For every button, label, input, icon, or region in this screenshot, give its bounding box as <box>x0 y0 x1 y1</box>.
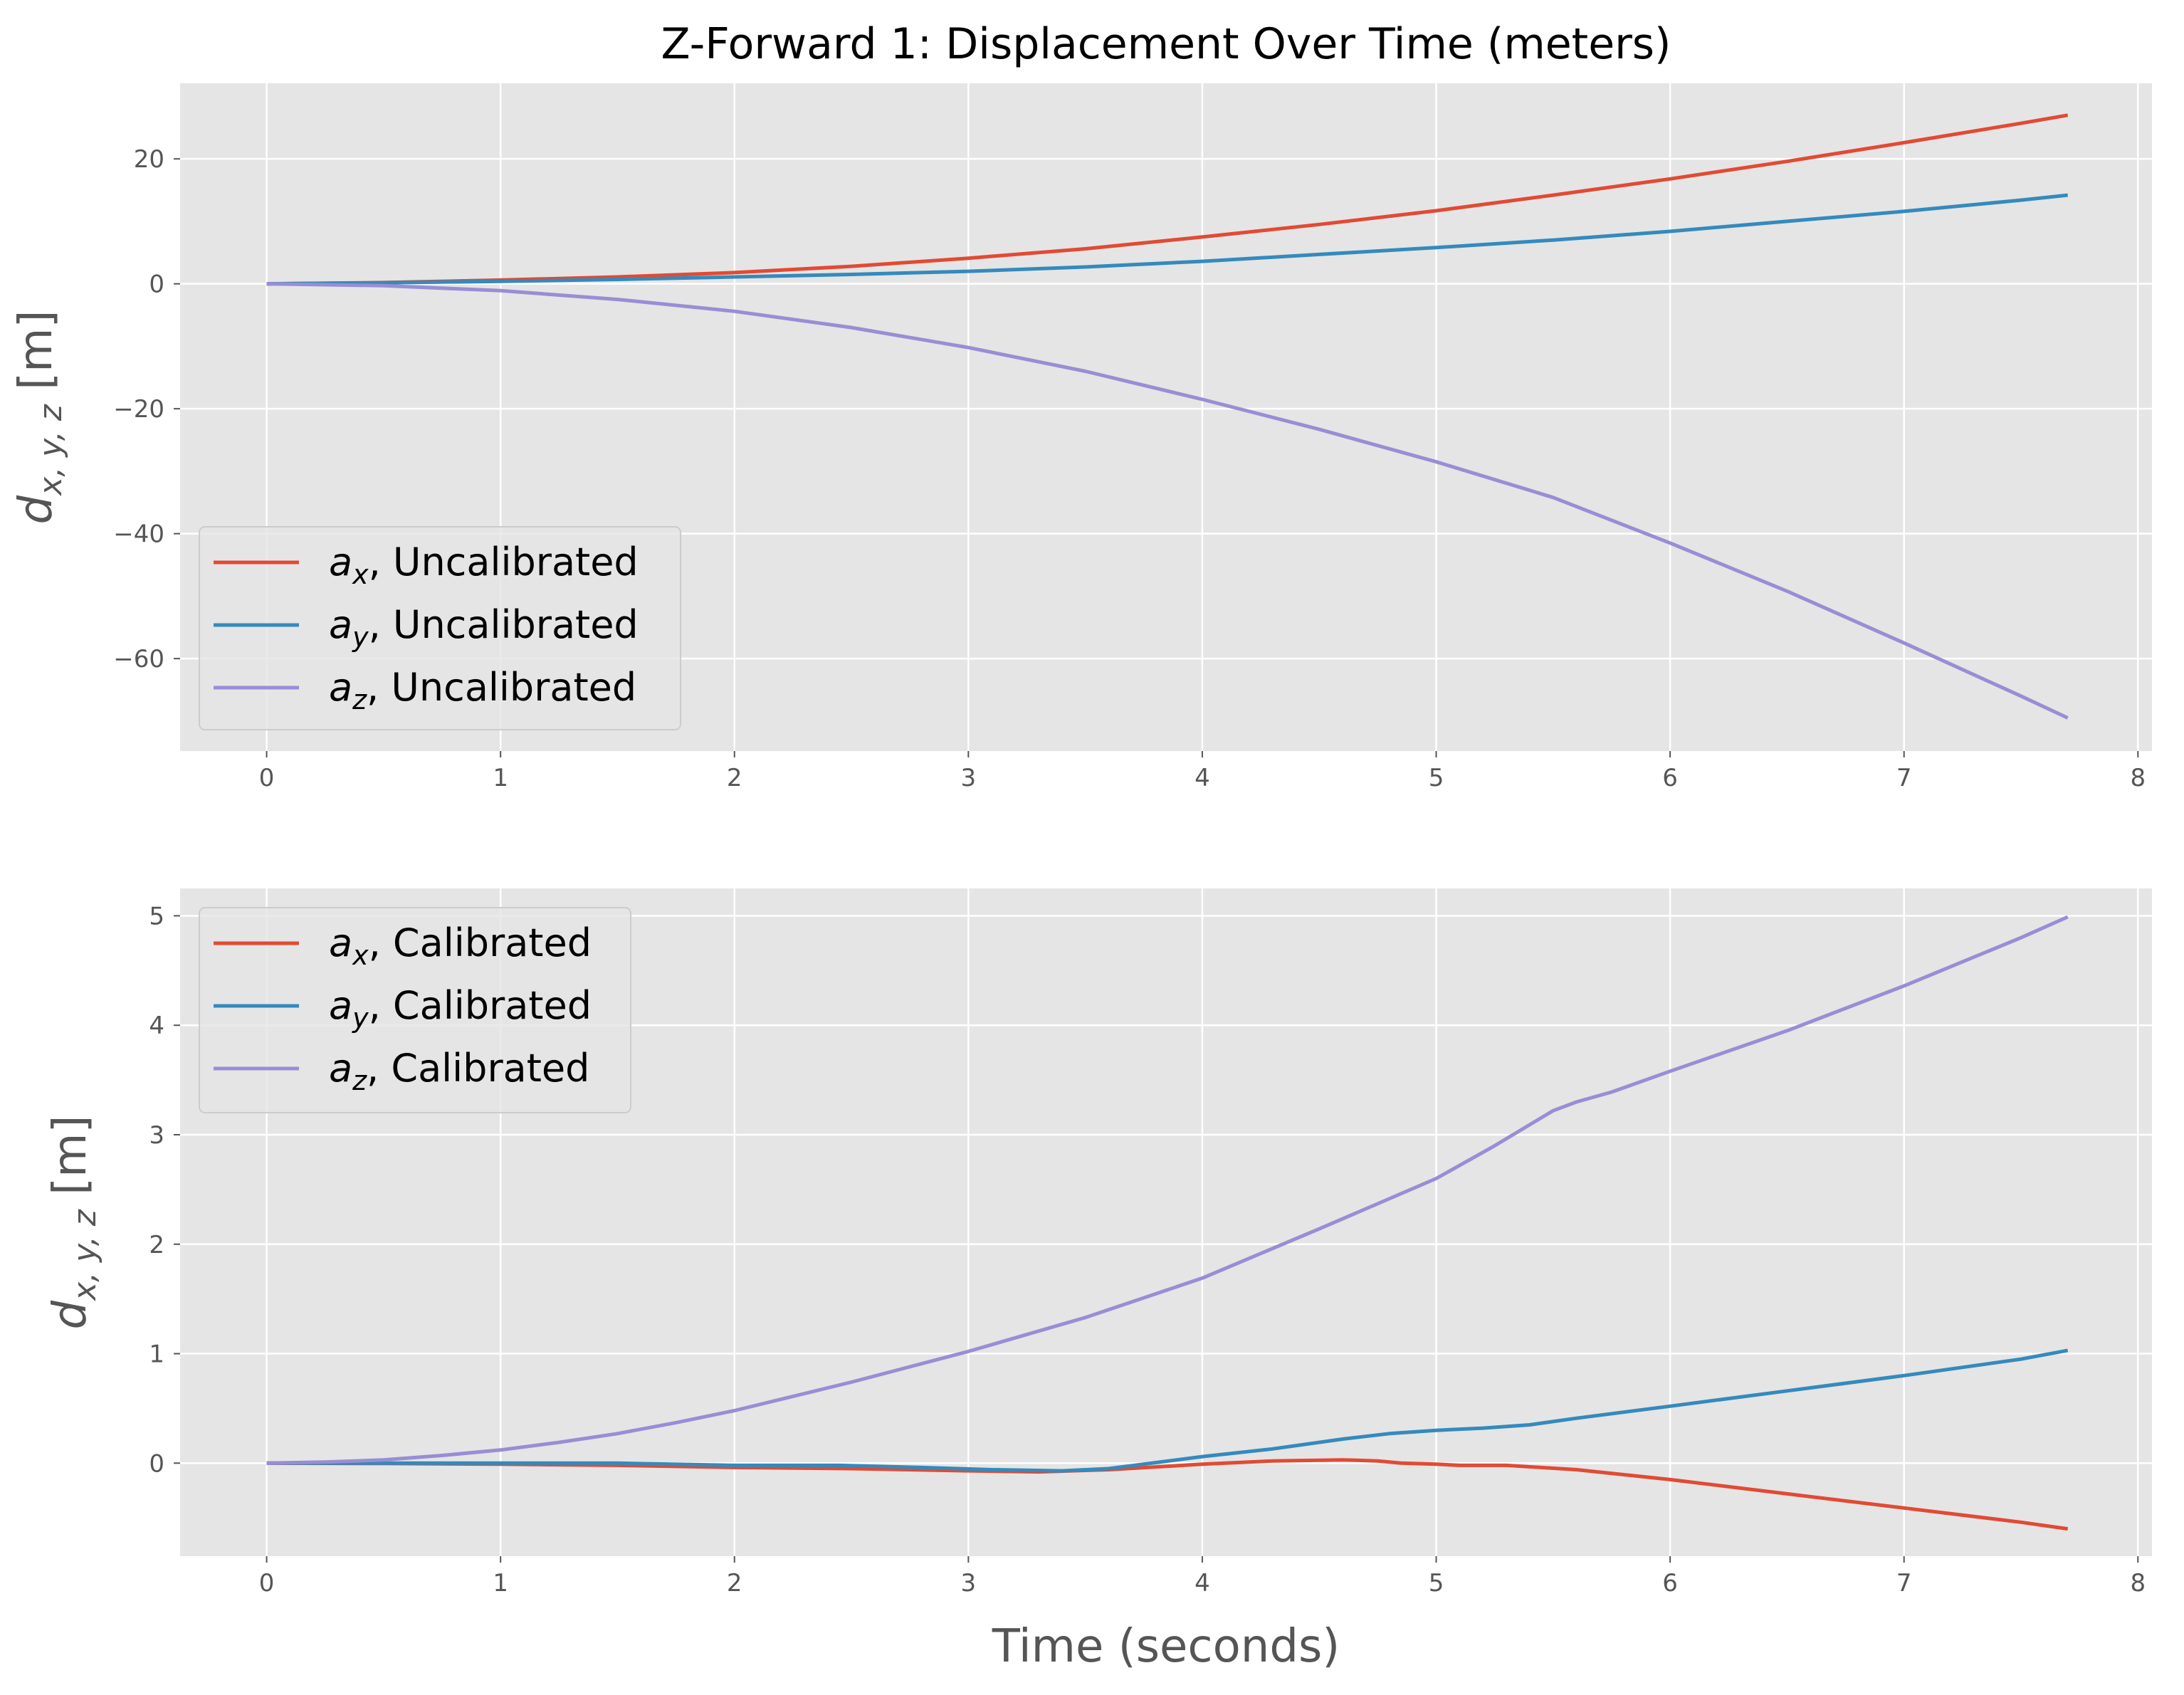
y-tick-label: −20 <box>113 395 164 424</box>
legend: ax, Calibrated ay, Calibrated az, Calibrat… <box>199 907 631 1113</box>
series-line-ay-calibrated <box>266 1348 2069 1473</box>
y-tick-label: −40 <box>113 520 164 549</box>
x-tick-label: 2 <box>727 1569 742 1597</box>
legend-box <box>199 907 631 1113</box>
legend-entry: az, Uncalibrated <box>329 665 636 715</box>
series-line-ax-uncalibrated <box>266 113 2069 286</box>
x-tick-label: 0 <box>259 764 275 792</box>
y-tick-label: 4 <box>149 1012 164 1040</box>
x-tick-label: 6 <box>1662 1569 1678 1597</box>
x-tick-label: 4 <box>1195 1569 1210 1597</box>
y-tick-label: 0 <box>149 1449 164 1478</box>
x-tick-label: 5 <box>1429 1569 1444 1597</box>
chart-title: Z-Forward 1: Displacement Over Time (met… <box>661 19 1671 69</box>
y-axis-label: dx, y, z [m] <box>44 1116 103 1330</box>
x-tick-label: 7 <box>1896 1569 1912 1597</box>
x-tick-label: 1 <box>493 764 508 792</box>
series-line-az-calibrated <box>266 915 2069 1465</box>
legend-box <box>199 526 681 730</box>
bottom-panel: 0 1 2 3 4 5 6 7 8 0 1 2 3 4 5 dx, y, z [m] ax, Calibrate… <box>44 888 2152 1597</box>
y-tick-label: 5 <box>149 902 164 930</box>
series-line-az-uncalibrated <box>266 282 2069 720</box>
x-tick-label: 6 <box>1662 764 1678 792</box>
y-axis-label: dx, y, z [m] <box>10 310 69 525</box>
x-tick-label: 8 <box>2130 764 2146 792</box>
legend-entry: ay, Uncalibrated <box>329 602 639 653</box>
x-tick-label: 3 <box>961 1569 977 1597</box>
y-tick-label: 20 <box>134 145 164 174</box>
series-line-ax-calibrated <box>266 1458 2069 1531</box>
x-tick-label: 2 <box>727 764 742 792</box>
legend-entry: ay, Calibrated <box>329 983 592 1034</box>
legend: ax, Uncalibrated ay, Uncalibrated az, Unca… <box>199 526 681 730</box>
x-tick-label: 1 <box>493 1569 508 1597</box>
series-line-ay-uncalibrated <box>266 193 2068 286</box>
y-tick-label: 1 <box>149 1340 164 1369</box>
x-tick-label: 4 <box>1195 764 1210 792</box>
legend-entry: ax, Uncalibrated <box>329 540 639 590</box>
top-panel: 0 1 2 3 4 5 6 7 8 −60 −40 −20 0 20 dx, y, z [m] ax, Unc… <box>10 83 2152 792</box>
x-tick-label: 5 <box>1429 764 1444 792</box>
y-tick-label: 3 <box>149 1121 164 1150</box>
y-tick-label: 2 <box>149 1231 164 1259</box>
y-tick-label: −60 <box>113 645 164 673</box>
y-tick-label: 0 <box>149 271 164 299</box>
x-tick-label: 8 <box>2130 1569 2146 1597</box>
x-axis-label: Time (seconds) <box>992 1620 1340 1673</box>
x-tick-label: 3 <box>961 764 977 792</box>
legend-entry: az, Calibrated <box>329 1046 589 1096</box>
x-tick-label: 0 <box>259 1569 275 1597</box>
legend-entry: ax, Calibrated <box>329 920 592 971</box>
x-tick-label: 7 <box>1896 764 1912 792</box>
